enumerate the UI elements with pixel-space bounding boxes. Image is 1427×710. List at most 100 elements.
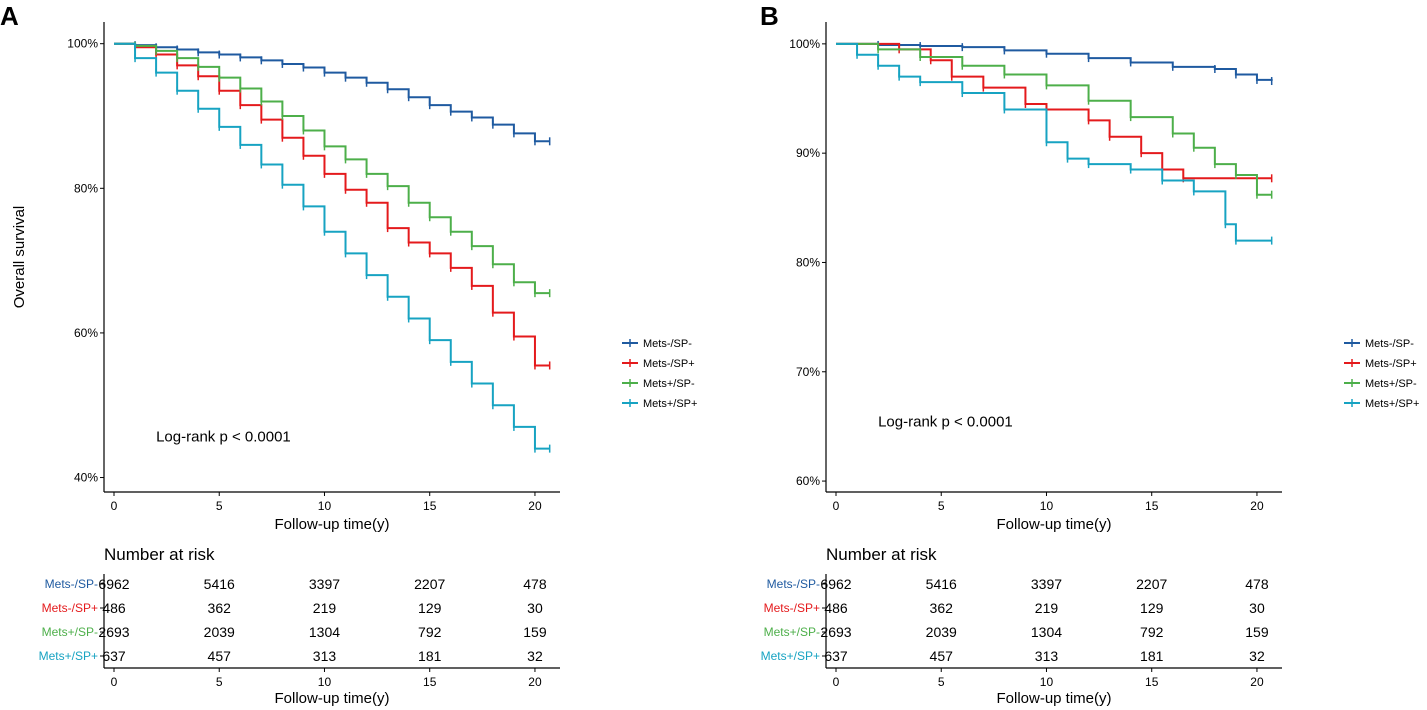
risk-row-label: Mets-/SP- — [767, 577, 820, 591]
survival-curve-series-2 — [836, 42, 1272, 196]
panel-label: A — [0, 1, 19, 31]
risk-row-label: Mets+/SP+ — [39, 649, 98, 663]
y-axis-title: Overall survival — [11, 206, 28, 309]
risk-count: 478 — [1245, 576, 1269, 592]
risk-count: 637 — [824, 648, 848, 664]
survival-curve-series-2 — [114, 42, 550, 295]
risk-count: 159 — [523, 624, 547, 640]
survival-curve-series-1 — [836, 42, 1272, 180]
risk-count: 2693 — [98, 624, 129, 640]
log-rank-annotation: Log-rank p < 0.0001 — [878, 413, 1013, 430]
y-tick-label: 90% — [796, 146, 820, 160]
risk-count: 5416 — [926, 576, 957, 592]
panel-a: A 40% 60% 80% 100% 0 5 10 15 20 Follow-up time(y) O… — [0, 1, 697, 707]
legend-label: Mets-/SP- — [1365, 338, 1414, 350]
y-tick-label: 100% — [67, 37, 98, 51]
risk-x-tick-label: 5 — [216, 675, 223, 689]
x-tick-label: 0 — [111, 499, 118, 513]
survival-curve-series-0 — [114, 42, 550, 143]
risk-count: 5416 — [204, 576, 235, 592]
risk-count: 129 — [418, 600, 442, 616]
risk-x-tick-label: 0 — [111, 675, 118, 689]
risk-row-label: Mets-/SP- — [45, 577, 98, 591]
risk-x-tick-label: 10 — [1040, 675, 1054, 689]
y-tick-label: 70% — [796, 365, 820, 379]
risk-count: 362 — [930, 600, 954, 616]
risk-count: 3397 — [309, 576, 340, 592]
risk-count: 30 — [1249, 600, 1265, 616]
risk-x-tick-label: 20 — [528, 675, 542, 689]
legend-label: Mets+/SP+ — [1365, 398, 1419, 410]
risk-count: 457 — [208, 648, 232, 664]
risk-count: 32 — [527, 648, 543, 664]
legend-label: Mets+/SP- — [1365, 378, 1417, 390]
risk-count: 3397 — [1031, 576, 1062, 592]
risk-count: 219 — [1035, 600, 1059, 616]
risk-count: 486 — [824, 600, 848, 616]
log-rank-annotation: Log-rank p < 0.0001 — [156, 428, 291, 445]
legend-label: Mets-/SP+ — [1365, 358, 1417, 370]
y-tick-label: 100% — [789, 37, 820, 51]
risk-count: 219 — [313, 600, 337, 616]
risk-count: 1304 — [309, 624, 340, 640]
legend-label: Mets-/SP- — [643, 338, 692, 350]
risk-table-title: Number at risk — [826, 545, 937, 564]
risk-row-label: Mets-/SP+ — [764, 601, 820, 615]
risk-count: 181 — [1140, 648, 1164, 664]
risk-count: 2207 — [1136, 576, 1167, 592]
risk-count: 313 — [1035, 648, 1059, 664]
x-tick-label: 20 — [528, 499, 542, 513]
x-axis-title: Follow-up time(y) — [274, 516, 389, 533]
risk-count: 32 — [1249, 648, 1265, 664]
risk-count: 2207 — [414, 576, 445, 592]
x-tick-label: 5 — [938, 499, 945, 513]
risk-count: 2039 — [926, 624, 957, 640]
risk-count: 362 — [208, 600, 232, 616]
x-tick-label: 15 — [423, 499, 437, 513]
survival-curve-series-3 — [836, 42, 1272, 242]
y-tick-label: 60% — [796, 474, 820, 488]
risk-count: 457 — [930, 648, 954, 664]
legend-label: Mets+/SP- — [643, 378, 695, 390]
risk-count: 129 — [1140, 600, 1164, 616]
risk-count: 181 — [418, 648, 442, 664]
risk-count: 2693 — [820, 624, 851, 640]
legend-label: Mets+/SP+ — [643, 398, 697, 410]
risk-x-tick-label: 15 — [423, 675, 437, 689]
risk-count: 313 — [313, 648, 337, 664]
risk-count: 6962 — [98, 576, 129, 592]
y-tick-label: 60% — [74, 326, 98, 340]
x-tick-label: 0 — [833, 499, 840, 513]
y-tick-label: 80% — [796, 255, 820, 269]
panel-b: B 60% 70% 80% 90% 100% 0 5 10 15 20 Follow-up time(… — [760, 1, 1419, 707]
x-tick-label: 20 — [1250, 499, 1264, 513]
x-tick-label: 10 — [318, 499, 332, 513]
risk-table-x-title: Follow-up time(y) — [996, 690, 1111, 707]
risk-count: 159 — [1245, 624, 1269, 640]
legend-label: Mets-/SP+ — [643, 358, 695, 370]
x-axis-title: Follow-up time(y) — [996, 516, 1111, 533]
risk-row-label: Mets+/SP- — [764, 625, 820, 639]
risk-x-tick-label: 20 — [1250, 675, 1264, 689]
risk-count: 2039 — [204, 624, 235, 640]
risk-table-x-title: Follow-up time(y) — [274, 690, 389, 707]
risk-row-label: Mets+/SP+ — [761, 649, 820, 663]
risk-count: 30 — [527, 600, 543, 616]
y-tick-label: 40% — [74, 471, 98, 485]
risk-x-tick-label: 15 — [1145, 675, 1159, 689]
risk-row-label: Mets-/SP+ — [42, 601, 98, 615]
y-tick-label: 80% — [74, 181, 98, 195]
risk-count: 6962 — [820, 576, 851, 592]
risk-row-label: Mets+/SP- — [42, 625, 98, 639]
risk-x-tick-label: 0 — [833, 675, 840, 689]
risk-x-tick-label: 5 — [938, 675, 945, 689]
risk-x-tick-label: 10 — [318, 675, 332, 689]
risk-count: 478 — [523, 576, 547, 592]
survival-curve-series-1 — [114, 42, 550, 367]
x-tick-label: 10 — [1040, 499, 1054, 513]
x-tick-label: 5 — [216, 499, 223, 513]
survival-curve-series-3 — [114, 42, 550, 450]
risk-count: 1304 — [1031, 624, 1062, 640]
x-tick-label: 15 — [1145, 499, 1159, 513]
